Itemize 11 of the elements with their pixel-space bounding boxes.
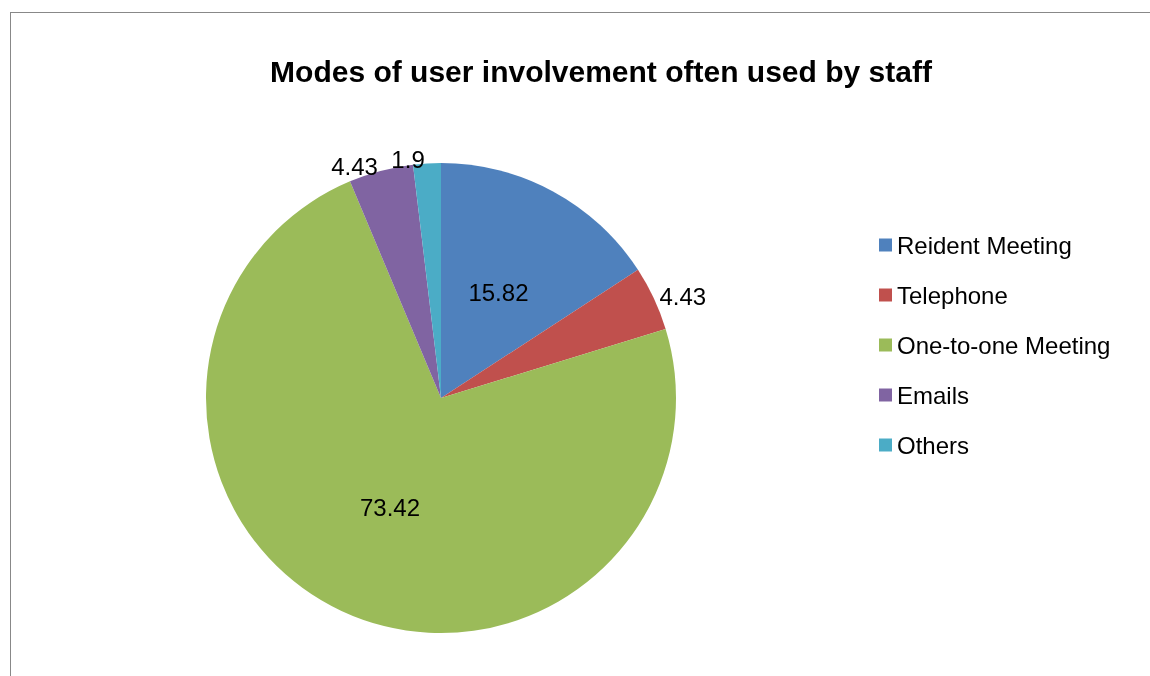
legend-label: Emails [897, 381, 970, 409]
legend-label: Telephone [897, 281, 1008, 309]
legend-label: Others [897, 431, 970, 459]
data-label: 1.9 [391, 145, 425, 173]
chart-title: Modes of user involvement often used by staff [270, 54, 933, 88]
legend-label: Reident Meeting [897, 231, 1072, 259]
data-label: 73.42 [359, 493, 420, 521]
data-label: 4.43 [659, 283, 707, 311]
data-label: 4.43 [331, 153, 378, 181]
data-label: 15.82 [468, 278, 529, 306]
legend-label: One-to-one Meeting [897, 331, 1111, 359]
